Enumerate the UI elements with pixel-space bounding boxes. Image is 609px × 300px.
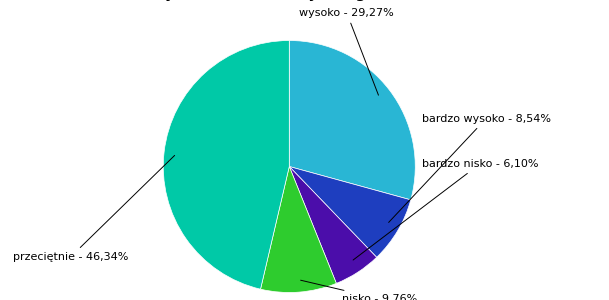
Text: przeciętnie - 46,34%: przeciętnie - 46,34% xyxy=(13,155,175,262)
Wedge shape xyxy=(163,40,289,289)
Wedge shape xyxy=(289,40,415,200)
Text: wysoko - 29,27%: wysoko - 29,27% xyxy=(300,8,394,95)
Text: bardzo nisko - 6,10%: bardzo nisko - 6,10% xyxy=(353,159,538,260)
Title: Ocena wyposażenia laboratoriów i pracowni komputerowych dokonana przez
absolwent: Ocena wyposażenia laboratoriów i pracown… xyxy=(0,0,607,1)
Wedge shape xyxy=(261,167,336,292)
Text: nisko - 9,76%: nisko - 9,76% xyxy=(301,280,417,300)
Wedge shape xyxy=(289,167,376,284)
Wedge shape xyxy=(289,167,411,257)
Text: bardzo wysoko - 8,54%: bardzo wysoko - 8,54% xyxy=(389,114,551,222)
